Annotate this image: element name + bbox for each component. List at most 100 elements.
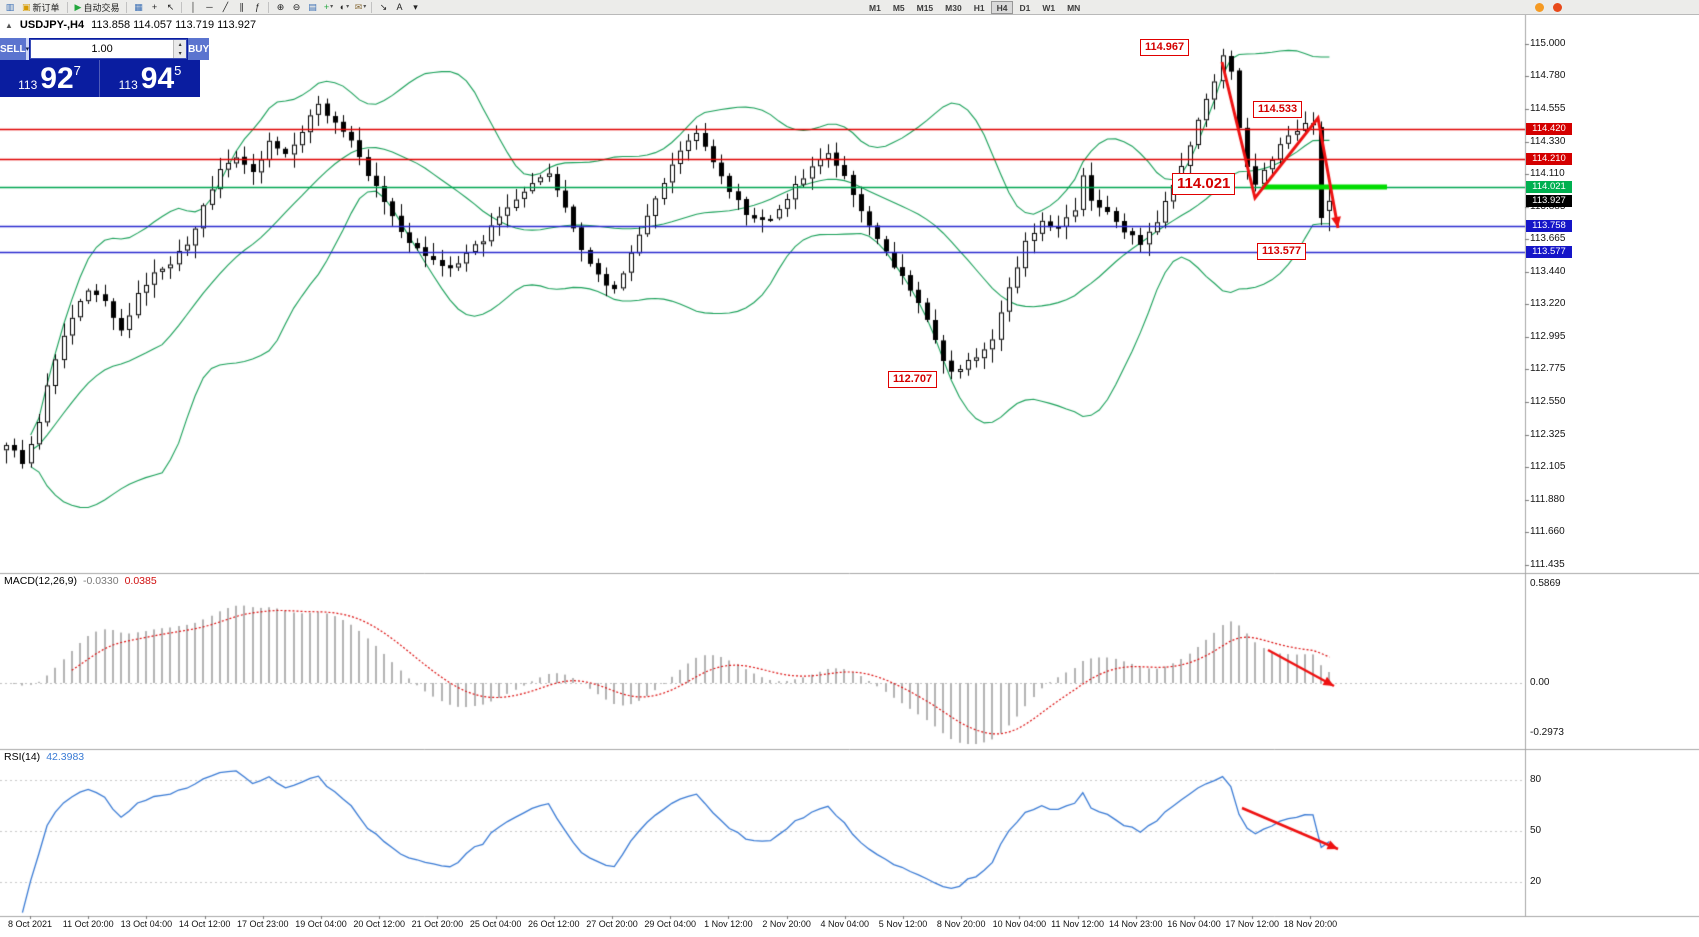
- volume-up-button[interactable]: ▴: [174, 40, 187, 49]
- timeframe-button-d1[interactable]: D1: [1019, 3, 1031, 13]
- sell-button[interactable]: SELL: [0, 38, 26, 60]
- rsi-axis-label: 50: [1530, 825, 1542, 836]
- timeframe-button-mn[interactable]: MN: [1067, 3, 1081, 13]
- charts-grid-icon[interactable]: ▦: [134, 1, 143, 12]
- time-axis-label: 13 Oct 04:00: [120, 919, 173, 929]
- buy-price-button[interactable]: 113 94 5: [100, 60, 200, 97]
- symbol-icon: ▲: [5, 21, 13, 30]
- time-axis-label: 29 Oct 04:00: [644, 919, 696, 929]
- toolbar-separator: [126, 1, 128, 13]
- rsi-title: RSI(14): [4, 751, 41, 763]
- time-axis-label: 27 Oct 20:00: [586, 919, 638, 929]
- new-order-icon: ▣: [22, 1, 31, 12]
- trendline-icon[interactable]: ╱: [222, 1, 229, 12]
- templates-icon[interactable]: ✉ ▾: [354, 1, 367, 12]
- macd-axis-label: 0.5869: [1530, 577, 1561, 589]
- price-axis-label: 112.550: [1530, 396, 1566, 408]
- time-axis-label: 11 Nov 12:00: [1051, 919, 1105, 929]
- autotrading-button[interactable]: ▶ 自动交易: [71, 1, 124, 14]
- price-annotation[interactable]: 113.577: [1257, 243, 1307, 261]
- time-axis-label: 26 Oct 12:00: [528, 919, 580, 929]
- chart-symbol-header: ▲ USDJPY-,H4 113.858 114.057 113.719 113…: [5, 19, 256, 31]
- macd-signal-value: 0.0385: [124, 575, 157, 587]
- level-price-box: 113.577: [1526, 245, 1572, 258]
- toolbar: ▥ ▣ 新订单 ▶ 自动交易 ▦ + ↖ │ ─ ╱ ∥ ƒ ⊕ ⊖ ▤ + ▾ ◐ ▾ ✉ ▾ ↘ A ▾ M1 M5 M15 M30…: [0, 0, 1699, 15]
- time-axis-label: 17 Nov 12:00: [1225, 919, 1279, 929]
- rsi-axis-label: 20: [1530, 876, 1542, 887]
- macd-title: MACD(12,26,9): [4, 575, 77, 587]
- volume-input[interactable]: [31, 40, 174, 58]
- autotrading-icon: ▶: [74, 1, 82, 12]
- arrow-tool-icon[interactable]: ↘: [379, 1, 388, 12]
- sell-price-main: 92: [40, 61, 74, 95]
- timeframe-button-m1[interactable]: M1: [869, 3, 881, 13]
- symbol-timeframe-label: USDJPY-,H4: [19, 19, 85, 31]
- time-axis-label: 21 Oct 20:00: [411, 919, 464, 929]
- price-annotation[interactable]: 114.021: [1172, 173, 1236, 195]
- price-axis-label: 114.330: [1530, 135, 1566, 147]
- timeframe-button-m5[interactable]: M5: [892, 3, 905, 13]
- sell-price-button[interactable]: 113 92 7: [0, 60, 100, 97]
- chevron-down-icon: ▾: [363, 4, 367, 10]
- macd-axis-label: 0.00: [1530, 677, 1550, 688]
- timeframe-button-m30[interactable]: M30: [945, 3, 962, 13]
- timeframe-button-w1[interactable]: W1: [1042, 3, 1056, 13]
- price-axis-label: 113.665: [1530, 233, 1566, 245]
- price-annotation[interactable]: 112.707: [888, 371, 938, 389]
- price-axis-label: 111.660: [1530, 526, 1565, 538]
- fibonacci-icon[interactable]: ƒ: [254, 1, 260, 12]
- price-axis-label: 111.880: [1530, 493, 1565, 505]
- buy-price-main: 94: [140, 61, 175, 95]
- buy-price-pip: 5: [174, 63, 182, 78]
- chevron-down-icon: ▾: [330, 4, 334, 10]
- trade-panel-quotes: 113 92 7 113 94 5: [0, 60, 200, 97]
- price-annotation[interactable]: 114.533: [1253, 101, 1303, 119]
- horizontal-line-icon[interactable]: ─: [206, 1, 213, 12]
- sell-price-prefix: 113: [18, 78, 38, 92]
- new-order-button[interactable]: ▣ 新订单: [18, 1, 64, 14]
- price-annotation[interactable]: 114.967: [1140, 39, 1190, 57]
- time-axis-label: 10 Nov 04:00: [992, 919, 1047, 929]
- chevron-down-icon: ▾: [346, 4, 350, 10]
- rsi-axis-label: 80: [1530, 774, 1542, 785]
- volume-down-button[interactable]: ▾: [174, 49, 187, 58]
- price-axis-label: 113.440: [1530, 265, 1566, 277]
- equidistant-channel-icon[interactable]: ∥: [239, 1, 244, 12]
- price-axis-label: 112.325: [1530, 428, 1566, 440]
- time-axis-label: 19 Oct 04:00: [295, 919, 347, 929]
- price-axis-label: 112.775: [1530, 363, 1566, 375]
- terminal-chart-icon[interactable]: ▥: [5, 1, 15, 12]
- time-axis-label: 11 Oct 20:00: [62, 919, 114, 929]
- buy-button[interactable]: BUY: [188, 38, 210, 60]
- tile-windows-icon[interactable]: ▤: [308, 1, 317, 12]
- level-price-box: 114.021: [1526, 181, 1572, 194]
- periods-icon[interactable]: ◐ ▾: [339, 1, 350, 12]
- price-axis-label: 112.105: [1530, 461, 1566, 473]
- cursor-icon[interactable]: ↖: [166, 1, 175, 12]
- vertical-line-icon[interactable]: │: [190, 1, 197, 12]
- indicators-add-icon[interactable]: + ▾: [323, 1, 334, 12]
- zoom-out-icon[interactable]: ⊖: [292, 1, 301, 12]
- ohlc-readout: 113.858 114.057 113.719 113.927: [91, 19, 257, 31]
- zoom-in-icon[interactable]: ⊕: [276, 1, 285, 12]
- price-axis-label: 113.220: [1530, 298, 1566, 310]
- text-label-icon[interactable]: A: [396, 1, 403, 12]
- time-axis-label: 14 Nov 23:00: [1109, 919, 1163, 929]
- status-dot-red-icon[interactable]: [1553, 3, 1562, 12]
- price-axis-label: 115.000: [1530, 38, 1566, 49]
- timeframe-button-h4[interactable]: H4: [990, 1, 1014, 14]
- level-price-box: 114.210: [1526, 153, 1572, 166]
- autotrading-button-label: 自动交易: [83, 2, 120, 13]
- order-type-dropdown[interactable]: ▾: [25, 38, 30, 60]
- price-axis-label: 114.555: [1530, 103, 1566, 115]
- draw-dropdown-icon[interactable]: ▾: [413, 1, 418, 12]
- timeframe-button-m15[interactable]: M15: [916, 3, 934, 13]
- crosshair-icon[interactable]: +: [151, 1, 158, 12]
- status-dot-orange-icon[interactable]: [1535, 3, 1544, 12]
- macd-axis-label: -0.2973: [1530, 727, 1564, 739]
- current-price-box: 113.927: [1526, 194, 1572, 207]
- timeframe-toolbar: M1 M5 M15 M30 H1 H4 D1 W1 MN: [863, 1, 1086, 14]
- price-axis-label: 112.995: [1530, 331, 1566, 342]
- timeframe-button-h1[interactable]: H1: [973, 3, 985, 13]
